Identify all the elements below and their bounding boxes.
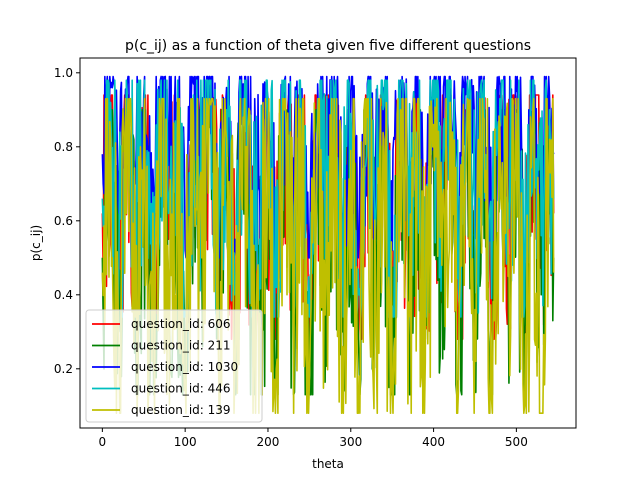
y-tick-label: 0.6	[54, 214, 73, 228]
legend-label: question_id: 446	[131, 382, 231, 396]
y-axis-label: p(c_ij)	[29, 225, 43, 261]
legend-label: question_id: 1030	[131, 360, 238, 374]
x-tick-label: 200	[257, 435, 280, 449]
x-axis-label: theta	[312, 457, 344, 471]
legend: question_id: 606 question_id: 211 question…	[85, 309, 263, 423]
series-line	[101, 97, 555, 415]
legend-label: question_id: 139	[131, 403, 231, 417]
chart-title: p(c_ij) as a function of theta given fiv…	[125, 38, 531, 54]
plot-area-frame	[79, 57, 577, 429]
y-tick-label: 0.2	[54, 362, 73, 376]
series-line	[101, 79, 555, 318]
legend-box	[85, 309, 263, 423]
x-tick-label: 0	[99, 435, 107, 449]
x-tick-label: 400	[422, 435, 445, 449]
y-tick-label: 0.4	[54, 288, 73, 302]
x-tick-label: 100	[174, 435, 197, 449]
y-tick-label: 1.0	[54, 66, 73, 80]
x-tick-label: 300	[339, 435, 362, 449]
legend-label: question_id: 606	[131, 317, 231, 331]
y-tick-label: 0.8	[54, 140, 73, 154]
legend-label: question_id: 211	[131, 339, 231, 353]
x-tick-label: 500	[505, 435, 528, 449]
